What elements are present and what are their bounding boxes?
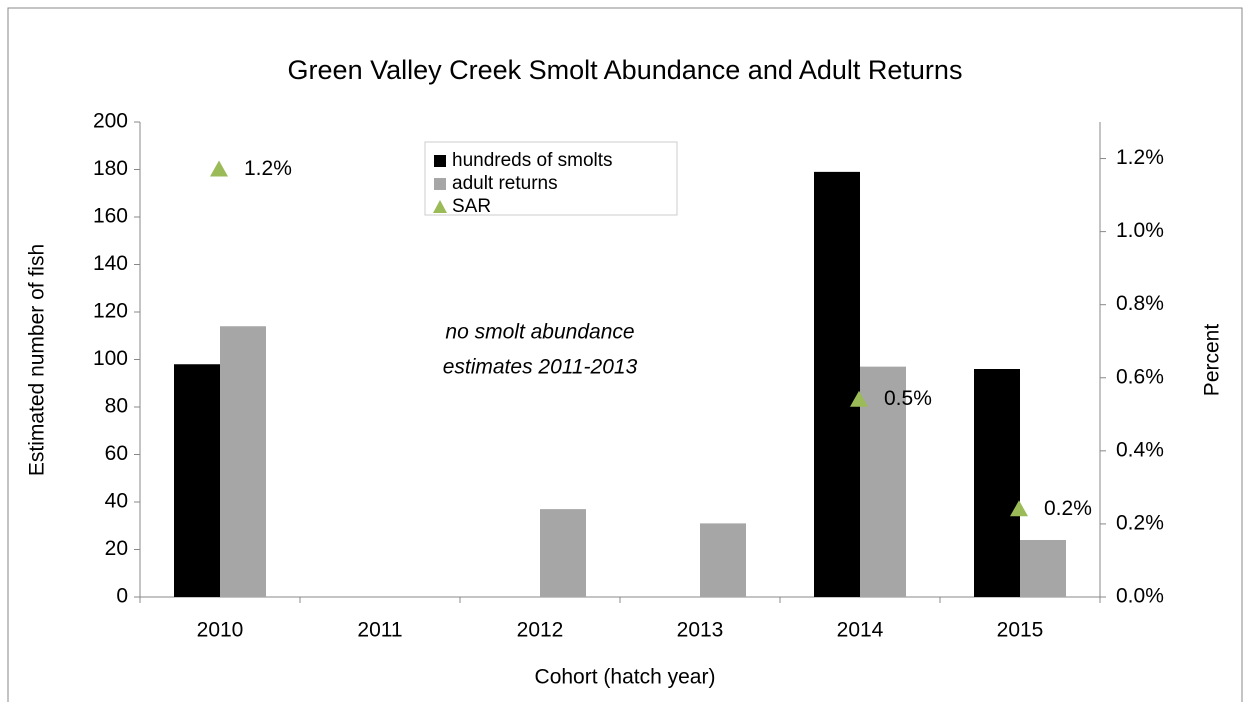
sar-marker (850, 390, 868, 407)
x-tick-label: 2011 (357, 619, 402, 642)
y2-tick-label: 1.2% (1116, 146, 1164, 169)
legend-marker (433, 200, 447, 213)
bar (700, 523, 746, 597)
x-tick-label: 2015 (997, 619, 1044, 642)
sar-marker (1010, 500, 1028, 517)
y2-axis-label: Percent (1201, 324, 1224, 397)
y-tick-label: 0 (116, 585, 128, 608)
y-tick-label: 100 (93, 347, 128, 370)
bar (1020, 540, 1066, 597)
y2-tick-label: 0.6% (1116, 365, 1164, 388)
legend-label: hundreds of smolts (452, 150, 613, 171)
legend-label: SAR (452, 196, 491, 217)
y-tick-label: 80 (105, 395, 128, 418)
bar (974, 369, 1020, 597)
y2-tick-label: 1.0% (1116, 219, 1164, 242)
x-tick-label: 2012 (517, 619, 564, 642)
y-axis-label: Estimated number of fish (26, 244, 49, 476)
y-tick-label: 120 (93, 300, 128, 323)
legend-marker (434, 155, 446, 167)
annotation: no smolt abundance (445, 321, 634, 344)
sar-marker (210, 160, 228, 177)
annotation: estimates 2011-2013 (443, 356, 638, 379)
bar (540, 509, 586, 597)
data-label: 0.2% (1044, 497, 1092, 520)
y2-tick-label: 0.0% (1116, 585, 1164, 608)
legend-box (424, 141, 678, 216)
bar (220, 326, 266, 597)
bar (860, 366, 906, 597)
x-axis-label: Cohort (hatch year) (535, 666, 716, 689)
bar (174, 364, 220, 597)
chart-title: Green Valley Creek Smolt Abundance and A… (288, 55, 963, 85)
y-tick-label: 20 (105, 537, 128, 560)
x-tick-label: 2013 (677, 619, 724, 642)
y2-tick-label: 0.2% (1116, 511, 1164, 534)
y2-tick-label: 0.4% (1116, 438, 1164, 461)
y-tick-label: 60 (105, 442, 128, 465)
data-label: 0.5% (884, 387, 932, 410)
y-tick-label: 40 (105, 490, 128, 513)
y2-tick-label: 0.8% (1116, 292, 1164, 315)
y-tick-label: 200 (93, 110, 128, 133)
chart-border (7, 7, 1243, 702)
legend-label: adult returns (452, 173, 558, 194)
legend-marker (434, 178, 446, 190)
x-tick-label: 2010 (197, 619, 244, 642)
y-tick-label: 180 (93, 157, 128, 180)
y-tick-label: 140 (93, 252, 128, 275)
x-tick-label: 2014 (837, 619, 884, 642)
y-tick-label: 160 (93, 205, 128, 228)
data-label: 1.2% (244, 157, 292, 180)
bar (814, 171, 860, 597)
